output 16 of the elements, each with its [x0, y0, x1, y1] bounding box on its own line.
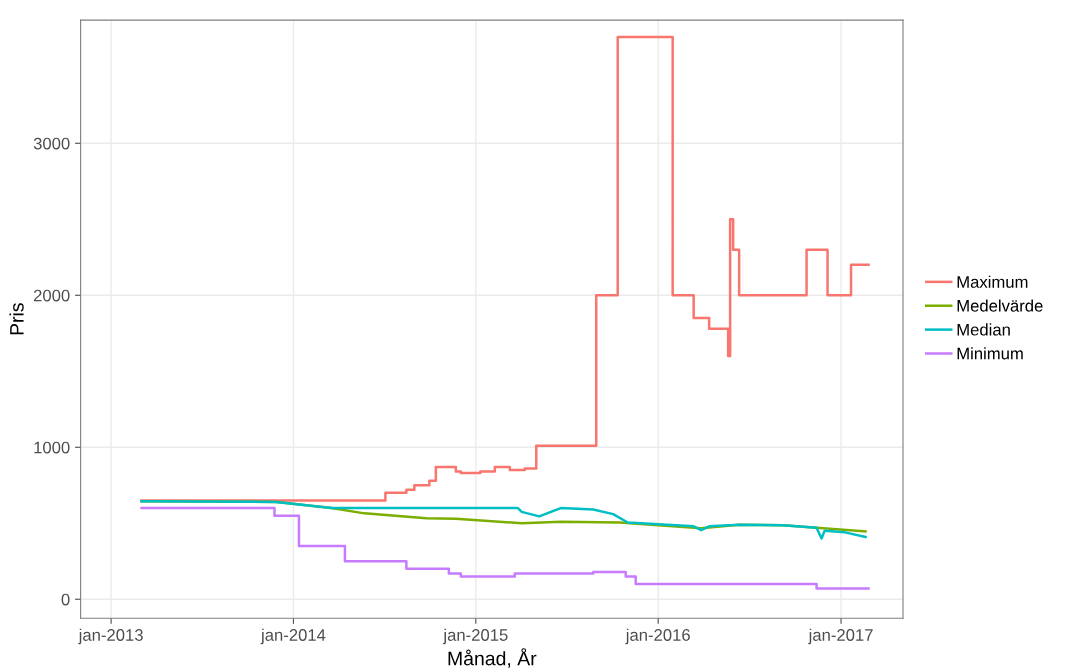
y-tick-label: 3000: [33, 137, 70, 150]
x-tick-label: jan-2017: [808, 628, 873, 645]
y-tick-label: 2000: [33, 289, 70, 302]
legend-label: Maximum: [957, 275, 1028, 288]
y-tick-label: 0: [61, 593, 70, 606]
x-tick-label: jan-2014: [260, 628, 326, 645]
legend-label: Median: [957, 323, 1010, 336]
legend-label: Medelvärde: [957, 299, 1043, 312]
x-tick-label: jan-2013: [78, 628, 143, 645]
y-tick-label: 1000: [34, 441, 70, 454]
y-axis-title: Pris: [9, 303, 24, 335]
line-series: [140, 499, 867, 540]
legend-label: Minimum: [957, 347, 1023, 360]
x-tick-label: jan-2015: [442, 628, 508, 645]
x-axis-title: Månad, År: [448, 648, 537, 668]
x-tick-label: jan-2016: [625, 628, 690, 645]
